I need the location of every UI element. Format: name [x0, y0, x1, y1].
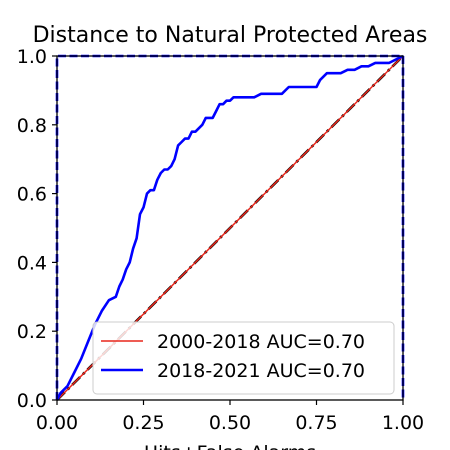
y-tick-label: 1.0 [17, 46, 47, 68]
y-tick-label: 0.8 [17, 115, 47, 137]
x-tick-label: 1.00 [382, 412, 424, 434]
y-tick-label: 0.6 [17, 184, 47, 206]
x-axis-label: Hits+False Alarms [144, 442, 316, 450]
y-tick-label: 0.0 [17, 390, 47, 412]
axes: 0.00 0.25 0.50 0.75 1.00 0.0 0.2 0.4 0.6 0.8 1.0 [17, 46, 424, 434]
x-tick-label: 0.75 [295, 412, 337, 434]
legend-label: 2000-2018 AUC=0.70 [157, 331, 365, 353]
x-tick-label: 0.25 [122, 412, 164, 434]
y-tick-label: 0.2 [17, 321, 47, 343]
x-tick-label: 0.50 [209, 412, 251, 434]
x-tick-label: 0.00 [36, 412, 78, 434]
chart-title: Distance to Natural Protected Areas [33, 23, 428, 48]
legend: 2000-2018 AUC=0.70 2018-2021 AUC=0.70 [92, 321, 395, 395]
y-tick-label: 0.4 [17, 252, 47, 274]
legend-box [92, 321, 395, 395]
legend-label: 2018-2021 AUC=0.70 [157, 360, 365, 382]
series-line-1 [55, 54, 404, 401]
